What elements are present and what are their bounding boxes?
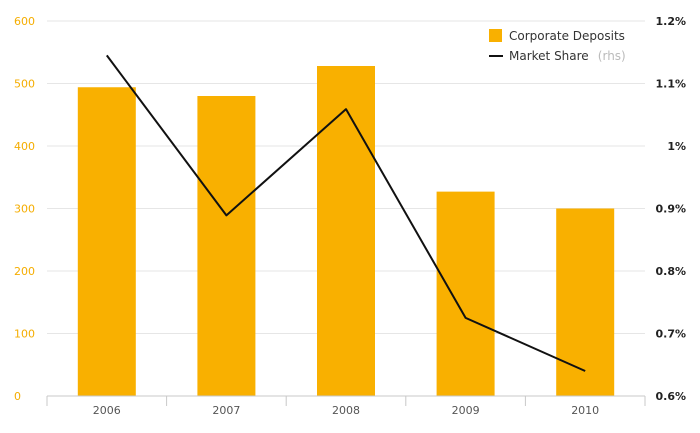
bar-2008	[317, 66, 375, 396]
legend-label-market-share-note: (rhs)	[598, 49, 626, 63]
left-tick-label: 0	[14, 390, 21, 403]
left-tick-label: 100	[14, 328, 35, 341]
left-tick-label: 400	[14, 140, 35, 153]
x-tick-label: 2007	[212, 404, 240, 417]
x-tick-label: 2009	[452, 404, 480, 417]
left-tick-label: 200	[14, 265, 35, 278]
x-tick-label: 2006	[93, 404, 121, 417]
bar-2009	[436, 191, 495, 396]
right-tick-label: 1%	[667, 140, 686, 153]
right-tick-label: 1.1%	[655, 78, 686, 91]
legend-swatch-corporate-deposits	[489, 29, 502, 42]
right-tick-label: 0.7%	[655, 328, 686, 341]
x-axis-ticks: 2006 2007 2008 2009 2010	[93, 404, 599, 417]
x-tick-label: 2010	[571, 404, 599, 417]
x-tick-label: 2008	[332, 404, 360, 417]
right-y-axis-ticks: 0.6% 0.7% 0.8% 0.9% 1% 1.1% 1.2%	[655, 15, 686, 403]
legend: Corporate Deposits Market Share (rhs)	[489, 29, 626, 64]
right-tick-label: 1.2%	[655, 15, 686, 28]
right-tick-label: 0.9%	[655, 203, 686, 216]
x-axis	[46, 395, 646, 406]
legend-label-market-share: Market Share (rhs)	[509, 45, 626, 64]
left-tick-label: 600	[14, 15, 35, 28]
bar-2007	[197, 96, 256, 396]
left-tick-label: 300	[14, 203, 35, 216]
bar-2010	[556, 208, 615, 396]
bar-2006	[77, 87, 136, 396]
right-tick-label: 0.8%	[655, 265, 686, 278]
right-tick-label: 0.6%	[655, 390, 686, 403]
legend-label-corporate-deposits: Corporate Deposits	[509, 29, 625, 43]
left-tick-label: 500	[14, 78, 35, 91]
left-y-axis-ticks: 0 100 200 300 400 500 600	[14, 15, 35, 403]
bar-series-corporate-deposits	[77, 66, 615, 396]
line-series-market-share	[105, 54, 586, 372]
legend-label-market-share-name: Market Share	[509, 49, 589, 63]
